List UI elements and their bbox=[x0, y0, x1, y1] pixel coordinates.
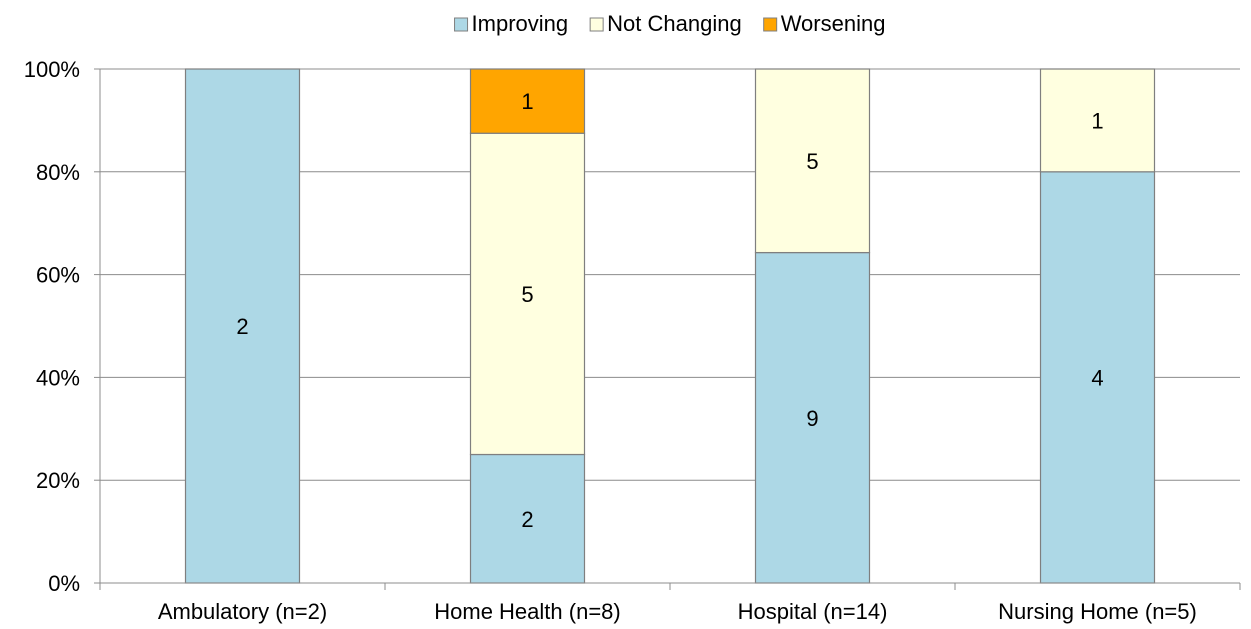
bar-improving bbox=[469, 453, 586, 584]
legend-item: Worsening bbox=[763, 11, 886, 36]
y-tick-label: 60% bbox=[36, 263, 80, 288]
data-label: 4 bbox=[1091, 365, 1103, 390]
x-tick-label: Ambulatory (n=2) bbox=[158, 599, 327, 624]
data-label: 5 bbox=[521, 282, 533, 307]
bar-not-changing bbox=[754, 68, 871, 254]
x-axis: Ambulatory (n=2) Home Health (n=8) Hospita… bbox=[99, 583, 1241, 624]
data-label: 2 bbox=[521, 507, 533, 532]
bar-worsening bbox=[469, 68, 586, 134]
bar-not-changing bbox=[1039, 68, 1156, 173]
y-axis: 0% 20% 40% 60% 80% 100% bbox=[24, 57, 100, 596]
legend-label: Worsening bbox=[781, 11, 886, 36]
bar-not-changing bbox=[469, 132, 586, 456]
y-tick-label: 40% bbox=[36, 365, 80, 390]
legend-item: Improving bbox=[454, 11, 569, 36]
bar-improving bbox=[1039, 171, 1156, 584]
legend-swatch bbox=[454, 17, 469, 32]
data-label: 2 bbox=[236, 314, 248, 339]
y-tick-label: 100% bbox=[24, 57, 80, 82]
x-tick-label: Hospital (n=14) bbox=[738, 599, 888, 624]
legend-swatch bbox=[763, 17, 778, 32]
data-label: 9 bbox=[806, 406, 818, 431]
y-tick-label: 80% bbox=[36, 160, 80, 185]
y-tick-label: 20% bbox=[36, 468, 80, 493]
legend-label: Improving bbox=[472, 11, 569, 36]
legend: Improving Not Changing Worsening bbox=[454, 11, 886, 36]
bar-improving bbox=[754, 251, 871, 584]
legend-swatch bbox=[589, 17, 604, 32]
legend-label: Not Changing bbox=[607, 11, 742, 36]
data-label: 1 bbox=[1091, 108, 1103, 133]
data-label: 5 bbox=[806, 149, 818, 174]
x-tick-label: Nursing Home (n=5) bbox=[998, 599, 1197, 624]
x-tick-label: Home Health (n=8) bbox=[434, 599, 620, 624]
bars: 2 2 5 1 9 5 4 1 bbox=[184, 68, 1156, 584]
bar-improving bbox=[184, 68, 301, 584]
data-label: 1 bbox=[521, 89, 533, 114]
legend-item: Not Changing bbox=[589, 11, 742, 36]
y-tick-label: 0% bbox=[48, 571, 80, 596]
